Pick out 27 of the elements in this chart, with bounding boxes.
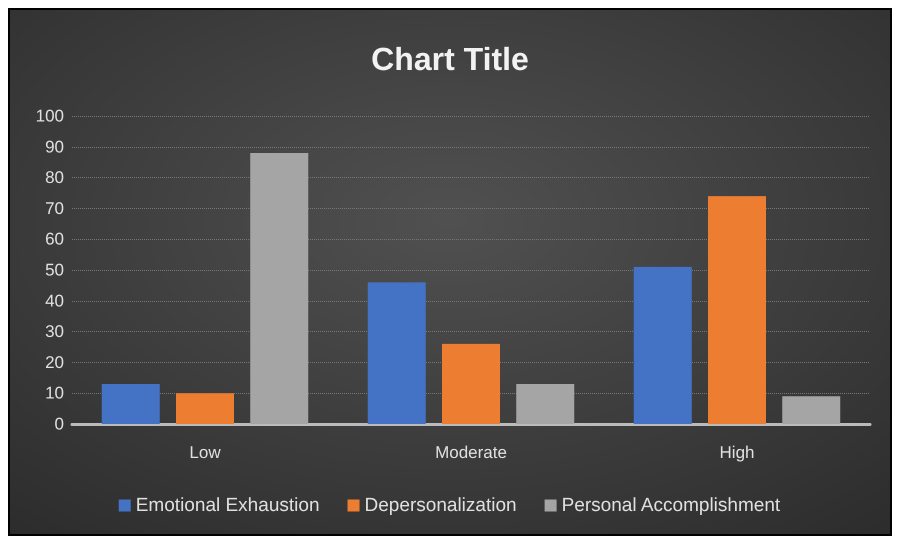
legend-label: Personal Accomplishment <box>562 495 781 516</box>
bar <box>708 196 766 424</box>
x-tick-label: Moderate <box>435 443 507 462</box>
chart-title: Chart Title <box>371 41 529 77</box>
y-tick-label: 20 <box>45 352 64 372</box>
bar <box>250 152 308 424</box>
y-tick-label: 30 <box>45 322 64 342</box>
legend-label: Depersonalization <box>364 495 517 516</box>
bar <box>442 344 500 424</box>
y-tick-label: 10 <box>45 384 64 403</box>
bar <box>102 384 160 424</box>
bar <box>368 282 426 424</box>
y-tick-label: 100 <box>36 106 64 126</box>
y-tick-label: 50 <box>45 260 64 280</box>
legend-label: Emotional Exhaustion <box>136 495 320 516</box>
y-tick-label: 60 <box>45 230 64 249</box>
y-tick-label: 90 <box>45 137 64 156</box>
bar <box>516 384 574 424</box>
y-tick-label: 0 <box>54 414 64 434</box>
y-tick-label: 80 <box>45 168 64 188</box>
y-tick-label: 40 <box>45 291 64 310</box>
y-tick-label: 70 <box>45 198 64 218</box>
bar <box>634 266 692 424</box>
bar <box>782 396 840 424</box>
x-tick-label: High <box>720 443 754 462</box>
x-tick-label: Low <box>189 443 222 462</box>
bar <box>176 393 234 424</box>
